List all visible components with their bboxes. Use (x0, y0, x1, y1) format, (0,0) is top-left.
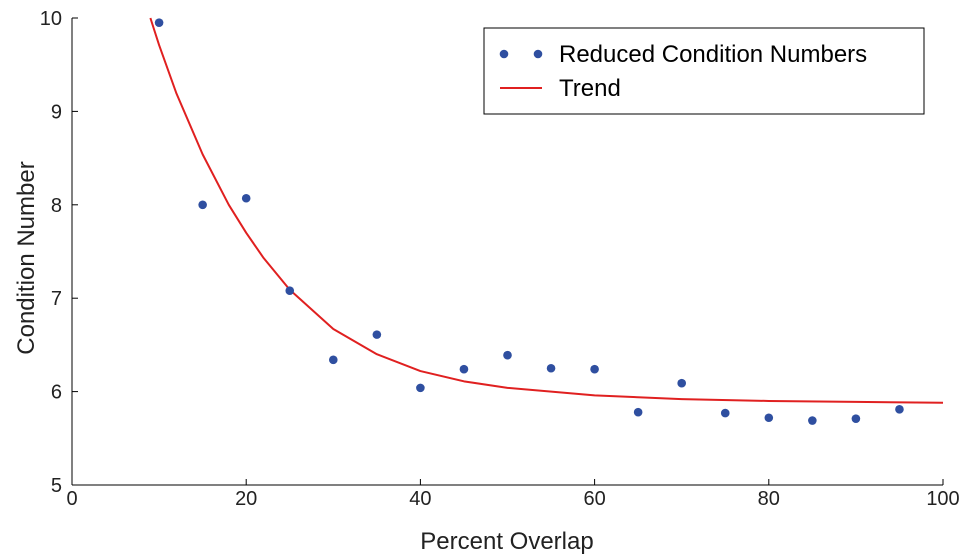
data-point (808, 416, 817, 425)
x-axis-title: Percent Overlap (420, 528, 593, 555)
data-point (633, 407, 643, 417)
legend-entry-trend: Trend (500, 75, 621, 102)
data-point (720, 408, 730, 418)
y-tick-label: 8 (51, 195, 62, 217)
y-tick-label: 6 (51, 382, 62, 404)
x-tick-label: 0 (66, 488, 77, 510)
y-tick-label: 5 (51, 475, 62, 497)
data-point (764, 413, 774, 423)
y-tick-label: 9 (51, 101, 62, 123)
legend-marker-reduced-condition-numbers (499, 49, 509, 59)
data-point (677, 378, 686, 388)
data-point (198, 200, 207, 210)
x-tick-label: 100 (926, 488, 959, 510)
x-tick-label: 60 (583, 488, 605, 510)
y-axis-title: Condition Number (13, 161, 40, 354)
plot-area (149, 17, 944, 425)
data-point (590, 364, 599, 374)
legend-box (483, 27, 925, 115)
axes (71, 18, 943, 486)
y-tick-label: 10 (40, 8, 62, 30)
data-point (503, 350, 512, 360)
data-point (851, 414, 861, 423)
x-tick-label: 40 (409, 488, 431, 510)
legend-entry-reduced-condition-numbers: Reduced Condition Numbers (499, 41, 867, 68)
x-ticks: 0 20 40 60 80 100 (66, 479, 960, 510)
data-point (241, 193, 251, 203)
data-point (154, 18, 164, 27)
data-point (329, 355, 338, 365)
legend-label-reduced-condition-numbers: Reduced Condition Numbers (559, 41, 867, 68)
x-tick-label: 80 (758, 488, 780, 510)
y-ticks: 5 6 7 8 9 10 (40, 8, 78, 497)
data-point (546, 363, 556, 373)
data-point (372, 330, 382, 339)
data-point (895, 405, 904, 414)
legend-marker-reduced-condition-numbers (533, 49, 543, 59)
x-tick-label: 20 (235, 488, 257, 510)
trend-line (149, 17, 944, 404)
legend: Reduced Condition Numbers Trend (483, 27, 925, 115)
legend-label-trend: Trend (559, 75, 621, 102)
data-point (285, 286, 295, 296)
y-tick-label: 7 (51, 288, 62, 310)
data-point (459, 364, 469, 374)
data-point (416, 383, 425, 393)
